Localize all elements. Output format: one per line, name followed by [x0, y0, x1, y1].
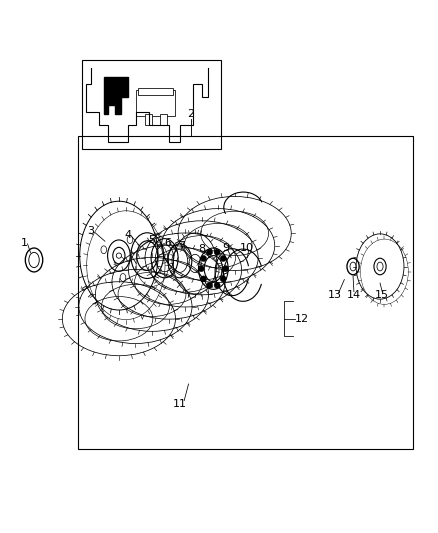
Text: 14: 14 [347, 290, 361, 300]
Circle shape [116, 253, 121, 258]
Polygon shape [104, 77, 127, 114]
Circle shape [201, 276, 207, 282]
Text: 3: 3 [87, 226, 94, 236]
Circle shape [214, 249, 220, 255]
Text: 8: 8 [198, 244, 205, 254]
Text: 6: 6 [164, 238, 171, 248]
Text: 1: 1 [21, 238, 28, 247]
Bar [138, 88, 173, 94]
Bar [145, 114, 152, 125]
Text: 10: 10 [240, 243, 254, 253]
Circle shape [201, 255, 207, 262]
Text: 2: 2 [187, 109, 194, 118]
Text: 7: 7 [178, 240, 186, 251]
Circle shape [207, 282, 212, 288]
Text: 4: 4 [124, 230, 131, 240]
Text: 5: 5 [148, 235, 155, 245]
Circle shape [223, 265, 229, 272]
Bar [136, 90, 176, 116]
Circle shape [214, 282, 220, 288]
Circle shape [207, 249, 212, 255]
Circle shape [220, 255, 226, 262]
Bar [78, 136, 413, 449]
Bar [160, 114, 167, 125]
Circle shape [198, 265, 204, 272]
Bar [82, 60, 221, 149]
Text: 9: 9 [222, 243, 229, 253]
Text: 11: 11 [173, 399, 187, 409]
Text: 13: 13 [327, 290, 341, 300]
Text: 15: 15 [375, 290, 389, 300]
Circle shape [220, 276, 226, 282]
Text: 12: 12 [295, 314, 309, 324]
